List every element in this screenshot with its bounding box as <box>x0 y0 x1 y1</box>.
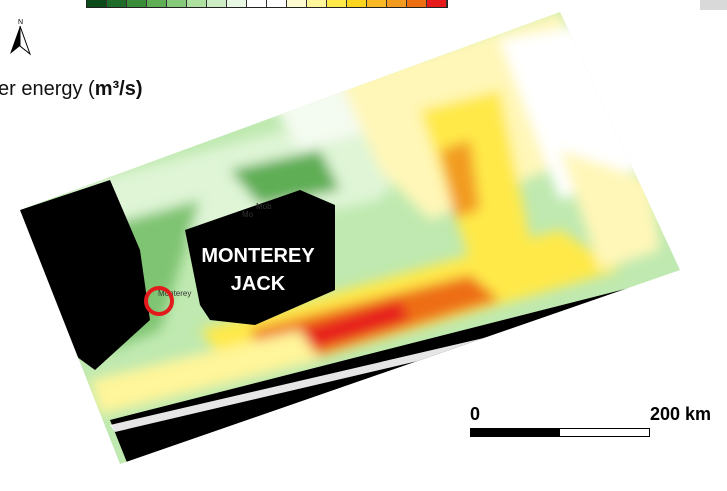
colorbar-swatch <box>147 0 167 7</box>
land-mass-center <box>185 190 335 325</box>
scalebar-label-start: 0 <box>470 404 481 424</box>
site-marker-circle <box>144 286 174 316</box>
colorbar-swatch <box>107 0 127 7</box>
colorbar-swatch <box>367 0 387 7</box>
colorbar-swatch <box>187 0 207 7</box>
scalebar-fill <box>471 429 560 436</box>
legend-title: er energy (m³/s) <box>0 78 143 101</box>
colorbar-swatch <box>227 0 247 7</box>
legend-colorbar <box>86 0 448 8</box>
city-label-monterey: Monterey <box>158 289 192 298</box>
region-label-line-1: MONTEREY <box>201 245 315 267</box>
legend-title-unit: m³/s) <box>94 78 143 100</box>
colorbar-swatch <box>307 0 327 7</box>
scalebar-label-end: 200 km <box>650 404 712 424</box>
north-arrow-icon: N <box>10 19 32 56</box>
region-label-line-2: JACK <box>230 273 286 295</box>
colorbar-swatch <box>207 0 227 7</box>
colorbar-swatch <box>267 0 287 7</box>
legend-title-text: er energy ( <box>0 78 95 100</box>
colorbar-swatch <box>347 0 367 7</box>
colorbar-swatch <box>407 0 427 7</box>
corner-panel <box>700 0 727 10</box>
city-label-mob: Mob <box>256 202 272 211</box>
scalebar <box>470 428 650 437</box>
colorbar-swatch <box>287 0 307 7</box>
colorbar-swatch <box>327 0 347 7</box>
colorbar-swatch <box>127 0 147 7</box>
city-label-mo: Mo <box>242 210 254 219</box>
colorbar-swatch <box>387 0 407 7</box>
colorbar-swatch <box>87 0 107 7</box>
colorbar-swatch <box>167 0 187 7</box>
colorbar-swatch <box>427 0 447 7</box>
region-label: MONTEREY JACK <box>188 242 328 298</box>
north-label: N <box>18 19 23 26</box>
colorbar-swatch <box>247 0 267 7</box>
